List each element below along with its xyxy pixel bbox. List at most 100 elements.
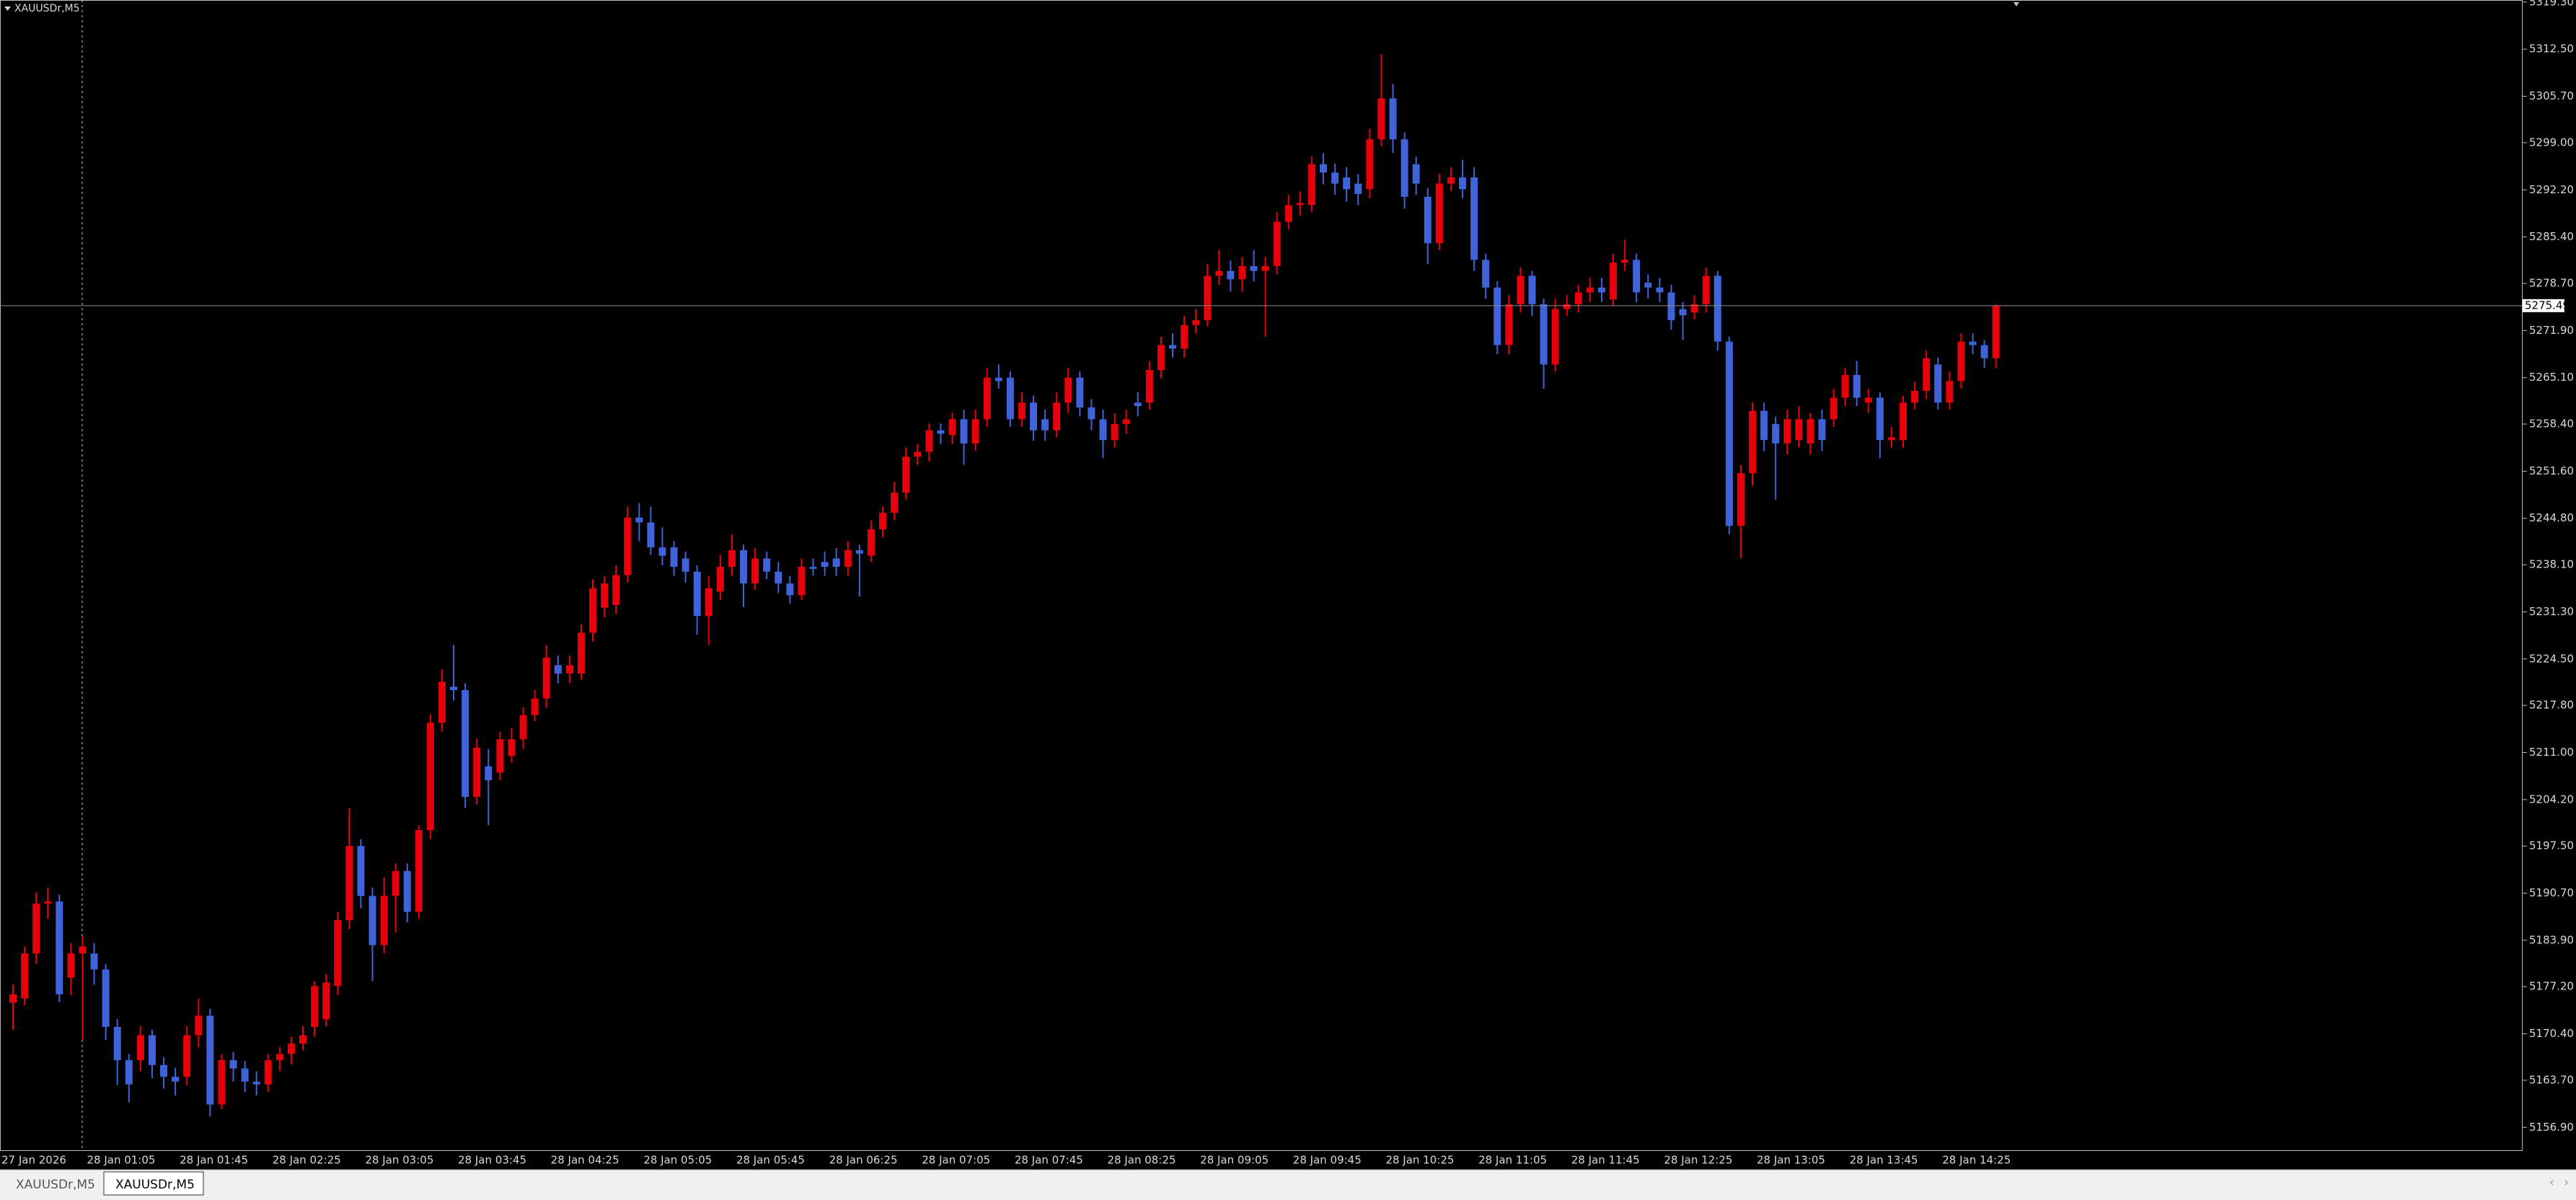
candle-body	[647, 522, 655, 548]
y-tick-label: 5156.90	[2529, 1121, 2574, 1134]
candle-body	[751, 558, 759, 584]
y-tick-label: 5170.40	[2529, 1027, 2574, 1040]
x-tick-label: 28 Jan 04:25	[551, 1154, 619, 1167]
scroll-left[interactable]: ‹	[2549, 1175, 2554, 1190]
y-tick-label: 5244.80	[2529, 511, 2574, 524]
tab-label[interactable]: XAUUSDr,M5	[16, 1178, 95, 1192]
y-tick-label: 5251.60	[2529, 464, 2574, 477]
candle-body	[1041, 419, 1049, 431]
candle-body	[682, 558, 689, 572]
candle-body	[450, 687, 458, 690]
y-tick-label: 5197.50	[2529, 839, 2574, 852]
candle-body	[1273, 221, 1281, 266]
candle-body	[775, 571, 782, 584]
candle-body	[1876, 397, 1884, 441]
y-tick-label: 5312.50	[2529, 43, 2574, 56]
candle-body	[79, 946, 87, 954]
candle-body	[577, 632, 585, 674]
candle-body	[172, 1077, 180, 1082]
candle-body	[1528, 275, 1536, 304]
x-tick-label: 28 Jan 01:05	[87, 1154, 155, 1167]
candle-body	[1702, 275, 1710, 304]
candle-body	[670, 547, 678, 567]
x-tick-label: 28 Jan 03:05	[365, 1154, 433, 1167]
x-tick-label: 28 Jan 08:25	[1108, 1154, 1176, 1167]
candle-body	[1343, 177, 1351, 190]
y-tick-label: 5305.70	[2529, 89, 2574, 102]
y-tick-label: 5177.20	[2529, 980, 2574, 993]
candle-body	[1424, 196, 1432, 244]
tab-active[interactable]: XAUUSDr,M5	[103, 1171, 204, 1196]
candle-body	[1725, 341, 1733, 526]
candle-body	[1760, 410, 1768, 441]
x-tick-label: 28 Jan 06:25	[829, 1154, 898, 1167]
x-tick-label: 28 Jan 14:25	[1942, 1154, 2011, 1167]
candle-body	[1934, 364, 1942, 403]
candle-body	[844, 550, 852, 567]
x-tick-label: 28 Jan 03:45	[458, 1154, 526, 1167]
candle-body	[264, 1060, 272, 1085]
candle-body	[1401, 139, 1408, 197]
candle-body	[693, 571, 701, 617]
candle-body	[473, 747, 481, 797]
candle-body	[1818, 419, 1826, 441]
candle-body	[299, 1035, 306, 1044]
y-tick-label: 5204.20	[2529, 793, 2574, 806]
candle-body	[1644, 283, 1652, 288]
candle-body	[345, 846, 353, 920]
candle-body	[1992, 305, 2000, 358]
candle-body	[1517, 275, 1525, 304]
candle-body	[1261, 265, 1269, 271]
tab[interactable]: XAUUSDr,M5	[16, 1178, 95, 1192]
chart-shift-marker	[2013, 2, 2019, 6]
candle-body	[1134, 402, 1142, 407]
candle-body	[994, 377, 1002, 381]
candle-body	[148, 1035, 156, 1065]
candle-body	[136, 1035, 144, 1061]
y-tick-label: 5265.10	[2529, 371, 2574, 384]
candle-body	[1772, 424, 1780, 444]
candle-body	[183, 1035, 191, 1077]
candle-body	[1018, 402, 1025, 420]
y-tick-label: 5190.70	[2529, 886, 2574, 899]
candle-body	[1795, 419, 1803, 441]
x-tick-label: 28 Jan 07:05	[922, 1154, 990, 1167]
candle-body	[1946, 381, 1954, 403]
candle-body	[519, 715, 527, 740]
candle-body	[485, 766, 493, 780]
candle-body	[902, 456, 910, 493]
candle-body	[1853, 374, 1861, 398]
candle-body	[287, 1044, 295, 1054]
x-tick-label: 28 Jan 12:25	[1664, 1154, 1732, 1167]
candle-body	[1157, 345, 1165, 371]
candle-body	[925, 430, 933, 452]
plot-frame	[0, 0, 2523, 1151]
candle-body	[983, 377, 991, 420]
scroll-right[interactable]: ›	[2564, 1175, 2569, 1190]
candle-body	[1841, 374, 1849, 398]
candle-body	[1656, 287, 1664, 293]
candle-body	[1540, 304, 1548, 365]
candle-body	[914, 451, 922, 457]
candle-body	[705, 588, 713, 617]
candle-body	[1807, 419, 1814, 444]
y-tick-label: 5224.50	[2529, 652, 2574, 665]
candle-body	[1887, 437, 1895, 441]
candle-body	[1389, 98, 1397, 140]
tab-label[interactable]: XAUUSDr,M5	[115, 1178, 195, 1192]
candle-body	[1690, 304, 1698, 313]
y-tick-label: 5278.70	[2529, 276, 2574, 289]
candle-body	[589, 588, 596, 633]
tab-active-box[interactable]	[103, 1171, 204, 1196]
candle-body	[1551, 309, 1559, 365]
y-tick-label: 5163.70	[2529, 1073, 2574, 1086]
y-tick-label: 5211.00	[2529, 746, 2574, 759]
candle-body	[867, 529, 875, 556]
candle-body	[426, 723, 434, 831]
candle-body	[1830, 397, 1838, 420]
candle-body	[1447, 177, 1455, 184]
candle-body	[496, 739, 504, 773]
candle-body	[218, 1060, 226, 1105]
